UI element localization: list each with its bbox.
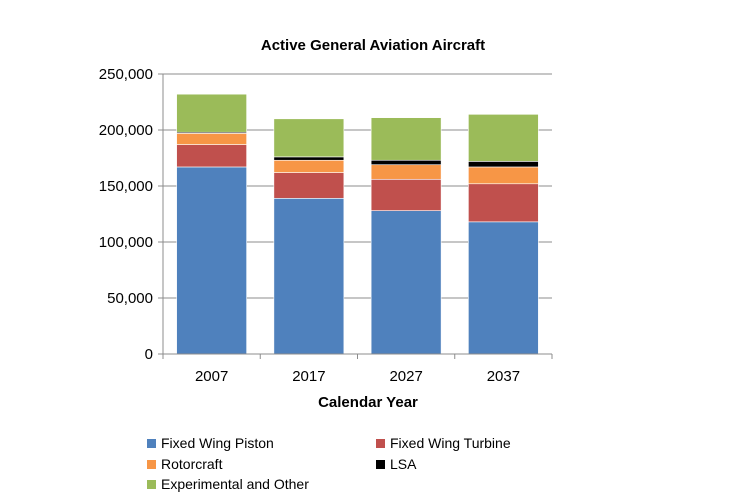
bar-segment-fixed-wing-piston-2017 xyxy=(273,198,345,355)
axes: 0 50,000 100,000 150,000 200,000 250,000 2007 2… xyxy=(99,66,553,385)
legend-label: Fixed Wing Piston xyxy=(161,435,274,451)
bar-segment-fixed-wing-piston-2007 xyxy=(176,166,247,355)
legend-item-rotorcraft: Rotorcraft xyxy=(147,456,222,472)
legend-label: Experimental and Other xyxy=(161,476,309,492)
bar-segment-fixed-wing-turbine-2007 xyxy=(176,144,247,168)
y-tick-label: 50,000 xyxy=(107,290,153,307)
x-tick-label: 2017 xyxy=(292,368,325,385)
x-tick-label: 2027 xyxy=(389,368,422,385)
y-tick-label: 150,000 xyxy=(99,178,153,195)
bar-segment-fixed-wing-turbine-2027 xyxy=(370,178,442,211)
bar-segment-rotorcraft-2017 xyxy=(273,159,345,173)
bar-segment-lsa-2027 xyxy=(370,159,442,166)
bar-segment-fixed-wing-turbine-2017 xyxy=(273,172,345,199)
bar-segment-experimental-and-other-2017 xyxy=(273,118,345,158)
bar-segment-lsa-2037 xyxy=(468,161,539,168)
legend-label: LSA xyxy=(390,456,417,472)
bar-segment-rotorcraft-2007 xyxy=(176,133,247,145)
x-tick-label: 2007 xyxy=(195,368,228,385)
bar-segment-rotorcraft-2037 xyxy=(468,166,539,185)
y-tick-label: 200,000 xyxy=(99,122,153,139)
y-tick-label: 100,000 xyxy=(99,234,153,251)
bars xyxy=(176,93,539,355)
legend-label: Rotorcraft xyxy=(161,456,223,472)
bar-segment-experimental-and-other-2037 xyxy=(468,114,539,162)
legend-item-experimental-and-other: Experimental and Other xyxy=(147,476,309,492)
bar-segment-fixed-wing-turbine-2037 xyxy=(468,183,539,223)
legend-swatch xyxy=(376,438,385,448)
x-tick-label: 2037 xyxy=(487,368,520,385)
legend-item-lsa: LSA xyxy=(376,456,416,472)
legend-swatch xyxy=(147,459,156,469)
legend-item-fixed-wing-turbine: Fixed Wing Turbine xyxy=(376,435,511,451)
legend-swatch xyxy=(376,459,385,469)
legend-swatch xyxy=(147,479,156,489)
bar-segment-rotorcraft-2027 xyxy=(370,164,442,180)
bar-segment-experimental-and-other-2007 xyxy=(176,93,247,133)
chart-title: Active General Aviation Aircraft xyxy=(261,37,485,54)
y-tick-label: 0 xyxy=(145,346,153,363)
x-axis-label: Calendar Year xyxy=(318,394,418,411)
legend-item-fixed-wing-piston: Fixed Wing Piston xyxy=(147,435,274,451)
bar-segment-lsa-2017 xyxy=(273,156,345,161)
legend-label: Fixed Wing Turbine xyxy=(390,435,511,451)
legend-swatch xyxy=(147,438,156,448)
y-tick-label: 250,000 xyxy=(99,66,153,83)
bar-segment-fixed-wing-piston-2027 xyxy=(370,210,442,355)
bar-segment-fixed-wing-piston-2037 xyxy=(468,221,539,355)
bar-segment-experimental-and-other-2027 xyxy=(370,117,442,161)
